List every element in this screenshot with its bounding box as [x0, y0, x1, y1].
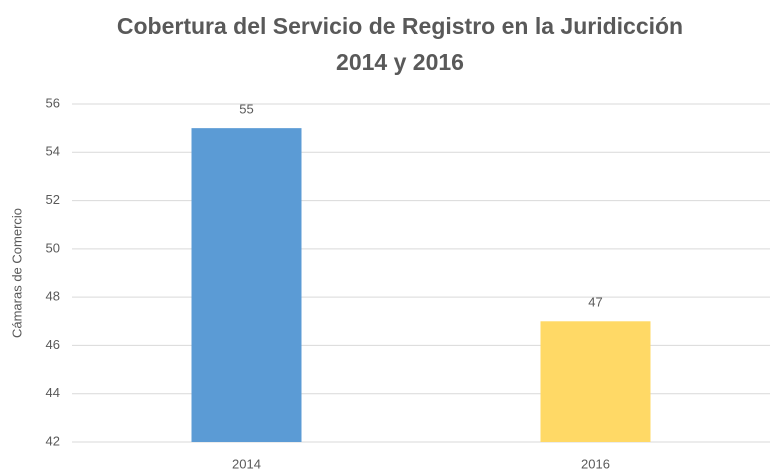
y-tick-label: 46 — [46, 337, 60, 352]
y-tick-label: 54 — [46, 144, 60, 159]
x-tick-label: 2016 — [581, 456, 610, 471]
y-tick-label: 52 — [46, 192, 60, 207]
y-tick-label: 50 — [46, 240, 60, 255]
y-tick-label: 56 — [46, 95, 60, 110]
data-label: 47 — [588, 295, 602, 310]
x-tick-label: 2014 — [232, 456, 261, 471]
bar — [540, 321, 651, 442]
y-tick-label: 44 — [46, 385, 60, 400]
y-tick-label: 48 — [46, 289, 60, 304]
chart-title: Cobertura del Servicio de Registro en la… — [117, 13, 683, 39]
y-axis-label: Cámaras de Comercio — [9, 208, 24, 338]
data-label: 55 — [239, 102, 253, 117]
bar — [191, 128, 302, 442]
y-tick-label: 42 — [46, 433, 60, 448]
chart-subtitle: 2014 y 2016 — [336, 49, 464, 75]
